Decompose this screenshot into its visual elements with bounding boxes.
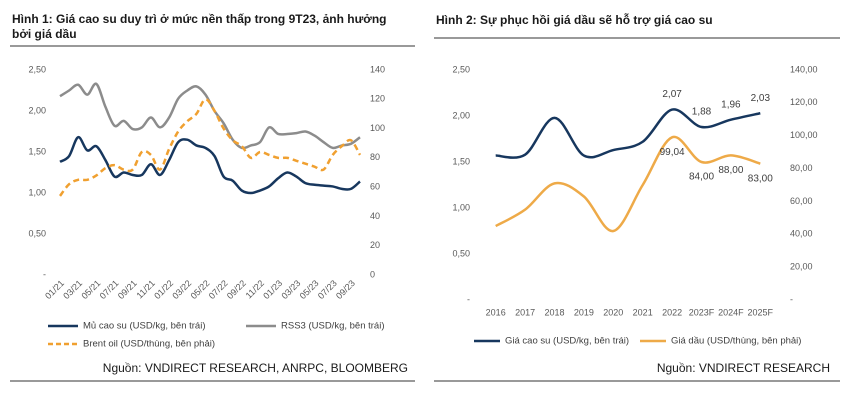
x-tick-label: 05/23: [298, 278, 321, 301]
x-tick-label: 07/23: [316, 278, 339, 301]
legend-label: Mủ cao su (USD/kg, bên trái): [83, 321, 206, 332]
x-tick-label: 2022: [662, 307, 682, 317]
y-tick-label: 1,50: [452, 156, 470, 166]
x-tick-label: 05/22: [189, 278, 212, 301]
legend-label: Giá dầu (USD/thùng, bên phải): [671, 336, 801, 347]
y2-tick-label: -: [790, 294, 793, 304]
x-tick-label: 03/21: [61, 278, 84, 301]
value-label: 2,07: [662, 89, 682, 100]
y2-tick-label: 140: [370, 64, 385, 74]
x-tick-label: 2025F: [748, 307, 774, 317]
x-tick-label: 05/21: [79, 278, 102, 301]
series-line: [59, 136, 361, 195]
value-label: 88,00: [718, 165, 743, 176]
y-tick-label: 2,50: [452, 64, 470, 74]
y2-tick-label: 60: [370, 182, 380, 192]
value-label: 1,88: [692, 107, 712, 118]
value-label: 99,04: [660, 147, 685, 158]
x-tick-label: 01/21: [43, 278, 66, 301]
y-tick-label: -: [43, 269, 46, 279]
x-tick-label: 03/23: [279, 278, 302, 301]
legend-label: Giá cao su (USD/kg, bên trái): [505, 336, 629, 347]
legend-label: RSS3 (USD/kg, bên trái): [281, 321, 384, 332]
series-line: [495, 135, 761, 233]
y-tick-label: 1,00: [28, 187, 46, 197]
x-tick-label: 09/23: [334, 278, 357, 301]
y2-tick-label: 20,00: [790, 262, 813, 272]
y2-tick-label: 100: [370, 123, 385, 133]
x-tick-label: 2021: [633, 307, 653, 317]
x-tick-label: 2019: [574, 307, 594, 317]
y-tick-label: 2,50: [28, 64, 46, 74]
y2-tick-label: 80,00: [790, 163, 813, 173]
y2-tick-label: 140,00: [790, 64, 818, 74]
x-tick-label: 2024F: [718, 307, 744, 317]
y2-tick-label: 100,00: [790, 130, 818, 140]
x-tick-label: 2017: [515, 307, 535, 317]
x-tick-label: 2016: [486, 307, 506, 317]
chart-title: Hình 2: Sự phục hồi giá dầu sẽ hỗ trợ gi…: [436, 13, 713, 27]
x-tick-label: 09/22: [225, 278, 248, 301]
value-label: 84,00: [689, 172, 714, 183]
y2-tick-label: 120,00: [790, 97, 818, 107]
y-tick-label: 1,50: [28, 146, 46, 156]
y-tick-label: 2,00: [452, 110, 470, 120]
y2-tick-label: 0: [370, 269, 375, 279]
x-tick-label: 03/22: [170, 278, 193, 301]
x-tick-label: 2020: [603, 307, 623, 317]
value-label: 1,96: [721, 99, 741, 110]
y2-tick-label: 120: [370, 94, 385, 104]
x-tick-label: 11/21: [134, 278, 157, 301]
x-tick-label: 11/22: [244, 278, 267, 301]
x-tick-label: 07/22: [207, 278, 230, 301]
source: Nguồn: VNDIRECT RESEARCH: [657, 361, 830, 375]
x-tick-label: 2018: [544, 307, 564, 317]
y-tick-label: 1,00: [452, 202, 470, 212]
x-tick-label: 2023F: [689, 307, 715, 317]
y-tick-label: -: [467, 294, 470, 304]
y2-tick-label: 40,00: [790, 229, 813, 239]
y2-tick-label: 80: [370, 152, 380, 162]
y-tick-label: 2,00: [28, 105, 46, 115]
series-line: [495, 108, 761, 159]
x-tick-label: 07/21: [98, 278, 121, 301]
series-line: [58, 98, 362, 197]
y-tick-label: 0,50: [28, 228, 46, 238]
y2-tick-label: 40: [370, 211, 380, 221]
value-label: 83,00: [748, 173, 773, 184]
legend-label: Brent oil (USD/thùng, bên phải): [83, 339, 215, 350]
source: Nguồn: VNDIRECT RESEARCH, ANRPC, BLOOMBE…: [103, 361, 408, 375]
y-tick-label: 0,50: [452, 248, 470, 258]
x-tick-label: 01/22: [152, 278, 175, 301]
x-tick-label: 01/23: [261, 278, 284, 301]
value-label: 2,03: [751, 93, 771, 104]
y2-tick-label: 60,00: [790, 196, 813, 206]
chart-title: Hình 1: Giá cao su duy trì ở mức nền thấ…: [12, 12, 387, 41]
y2-tick-label: 20: [370, 240, 380, 250]
series-line: [59, 82, 361, 150]
x-tick-label: 09/21: [116, 278, 139, 301]
